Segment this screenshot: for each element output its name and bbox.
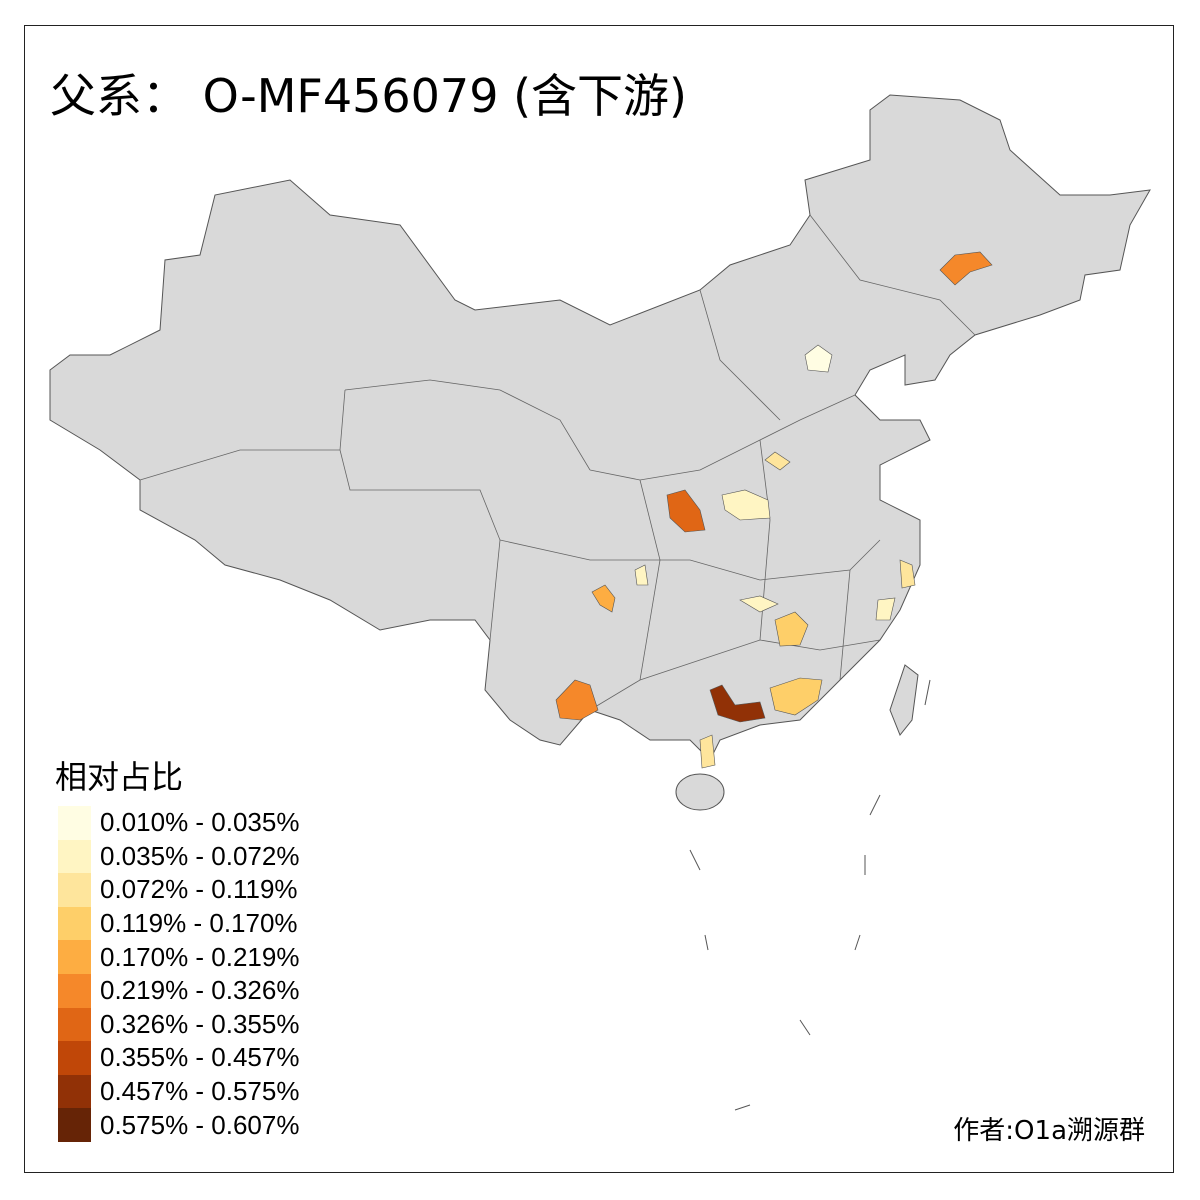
highlighted-regions (555, 251, 993, 769)
legend-label: 0.575% - 0.607% (100, 1109, 300, 1140)
legend-swatch (58, 1007, 91, 1042)
highlighted-region (875, 597, 896, 621)
highlighted-region (591, 584, 616, 613)
map-frame (24, 25, 1174, 1173)
china-mainland (49, 94, 1151, 761)
highlighted-region (709, 684, 766, 723)
highlighted-region (804, 344, 833, 373)
legend-item: 0.219% - 0.326% (58, 974, 299, 1008)
map-title: 父系： O-MF456079 (含下游) (50, 69, 687, 123)
highlighted-region (555, 679, 599, 721)
highlighted-region (634, 564, 649, 586)
legend-item: 0.072% - 0.119% (58, 873, 298, 907)
legend-swatch (58, 839, 91, 874)
legend-label: 0.170% - 0.219% (100, 941, 300, 972)
legend-swatch (58, 974, 91, 1008)
legend-item: 0.326% - 0.355% (58, 1007, 300, 1042)
highlighted-region (666, 489, 706, 533)
hainan-island (675, 773, 725, 811)
highlighted-region (769, 677, 823, 716)
highlighted-region (739, 595, 779, 613)
legend-swatch (58, 806, 91, 840)
south-china-sea-islands (689, 679, 931, 1111)
legend-label: 0.072% - 0.119% (100, 874, 298, 905)
legend-label: 0.457% - 0.575% (100, 1076, 300, 1107)
legend-item: 0.355% - 0.457% (58, 1041, 299, 1075)
highlighted-region (939, 251, 993, 286)
legend-swatch (58, 940, 91, 974)
legend-label: 0.326% - 0.355% (100, 1008, 300, 1039)
highlighted-region (774, 611, 809, 647)
highlighted-region (721, 489, 771, 521)
legend-label: 0.355% - 0.457% (100, 1042, 300, 1073)
province-borders (139, 214, 976, 711)
legend-item: 0.035% - 0.072% (58, 839, 300, 874)
legend-item: 0.575% - 0.607% (58, 1108, 299, 1142)
legend-swatch (58, 1041, 91, 1075)
legend-swatch (58, 906, 91, 941)
legend-item: 0.119% - 0.170% (58, 906, 298, 941)
highlighted-region (699, 734, 716, 769)
legend-label: 0.010% - 0.035% (100, 807, 300, 838)
legend-swatch (58, 1108, 91, 1142)
legend-title: 相对占比 (55, 758, 184, 796)
legend-label: 0.119% - 0.170% (100, 908, 298, 939)
legend-swatch (58, 1074, 91, 1109)
taiwan-island (889, 664, 919, 736)
legend-item: 0.457% - 0.575% (58, 1074, 300, 1109)
legend-label: 0.219% - 0.326% (100, 975, 300, 1006)
legend-swatch (58, 873, 91, 907)
legend-item: 0.170% - 0.219% (58, 940, 299, 974)
author-credit: 作者:O1a溯源群 (953, 1116, 1145, 1146)
legend-item: 0.010% - 0.035% (58, 806, 299, 840)
highlighted-region (899, 559, 916, 589)
highlighted-region (764, 451, 791, 471)
legend-label: 0.035% - 0.072% (100, 840, 300, 871)
